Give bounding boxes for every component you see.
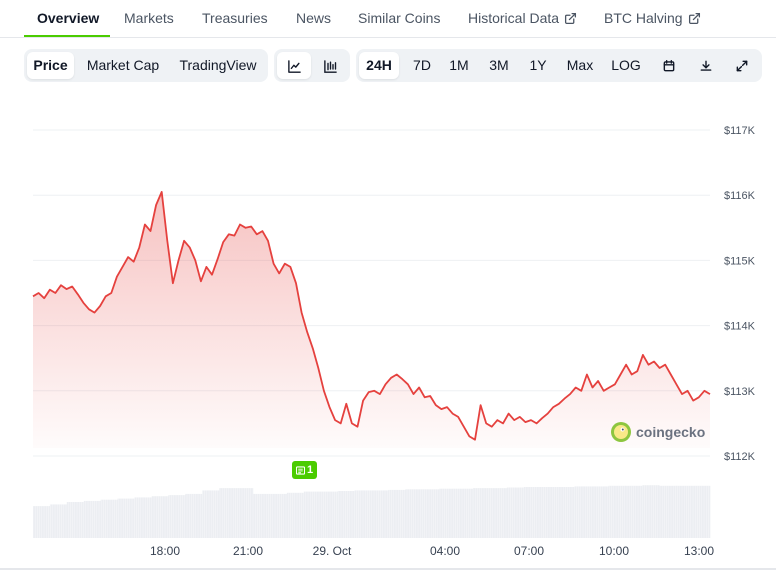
newspaper-icon: [295, 465, 305, 475]
volume-bar: [439, 488, 457, 538]
y-axis-labels: $112K $113K $114K $115K $116K $117K: [724, 125, 756, 463]
volume-bar: [185, 493, 203, 538]
volume-bar: [659, 485, 677, 538]
chart-style-switch: [274, 49, 350, 82]
candlestick-chart-button[interactable]: [313, 52, 347, 79]
top-nav: Overview Markets Treasuries News Similar…: [0, 0, 776, 37]
volume-bar: [625, 485, 643, 538]
external-link-icon: [565, 12, 577, 25]
volume-bar: [286, 492, 305, 538]
download-icon: [700, 60, 712, 72]
tab-overview[interactable]: Overview: [37, 10, 100, 26]
volume-bar: [506, 487, 525, 538]
x-axis-labels: 18:00 21:00 29. Oct 04:00 07:00 10:00 13:00: [150, 544, 714, 558]
price-chart[interactable]: $112K $113K $114K $115K $116K $117K 18:00 21:0…: [0, 100, 776, 568]
range-24h-button[interactable]: 24H: [359, 52, 399, 79]
x-tick-label: 18:00: [150, 544, 180, 558]
volume-bar: [337, 491, 355, 538]
range-7d-button[interactable]: 7D: [413, 57, 431, 73]
active-tab-indicator: [24, 35, 110, 37]
volume-bar: [117, 498, 135, 538]
tab-historical-data[interactable]: Historical Data: [468, 0, 577, 37]
download-button[interactable]: [692, 52, 720, 79]
volume-bar: [151, 496, 169, 538]
volume-bars: [32, 470, 711, 538]
event-count: 1: [306, 464, 314, 476]
volume-bar: [456, 488, 474, 538]
x-tick-label: 10:00: [599, 544, 629, 558]
volume-bar: [219, 488, 237, 538]
x-tick-label: 29. Oct: [313, 544, 352, 558]
log-scale-button[interactable]: LOG: [611, 57, 641, 73]
volume-bar: [202, 490, 220, 538]
tab-treasuries[interactable]: Treasuries: [202, 10, 268, 26]
volume-bar: [168, 495, 186, 538]
tab-btc-halving-label: BTC Halving: [604, 10, 683, 26]
candlestick-chart-icon: [323, 59, 337, 73]
tradingview-button[interactable]: TradingView: [179, 57, 257, 73]
x-tick-label: 04:00: [430, 544, 460, 558]
price-button[interactable]: Price: [27, 52, 74, 79]
expand-icon: [736, 60, 748, 72]
volume-bar: [540, 487, 558, 538]
horizontal-scrollbar[interactable]: [0, 568, 776, 570]
tab-historical-data-label: Historical Data: [468, 10, 560, 26]
news-event-marker[interactable]: 1: [292, 461, 317, 479]
price-area: [33, 191, 710, 448]
tab-markets[interactable]: Markets: [124, 10, 174, 26]
coingecko-watermark: coingecko: [610, 421, 705, 443]
tab-similar-coins[interactable]: Similar Coins: [358, 10, 441, 26]
volume-bar: [642, 485, 660, 538]
x-tick-label: 13:00: [684, 544, 714, 558]
x-tick-label: 21:00: [233, 544, 263, 558]
tab-news[interactable]: News: [296, 10, 332, 26]
volume-bar: [676, 485, 694, 538]
volume-bar: [100, 499, 118, 538]
date-range-button[interactable]: [655, 52, 683, 79]
x-tick-label: 07:00: [514, 544, 544, 558]
volume-bar: [320, 491, 338, 538]
volume-bar: [270, 493, 288, 538]
price-line: [32, 191, 711, 441]
calendar-icon: [663, 60, 675, 72]
tab-btc-halving[interactable]: BTC Halving: [604, 0, 701, 37]
nav-divider: [0, 37, 776, 38]
volume-bar: [66, 502, 84, 538]
fullscreen-button[interactable]: [728, 52, 756, 79]
range-max-button[interactable]: Max: [566, 57, 594, 73]
volume-bar: [490, 488, 508, 538]
volume-bar: [608, 485, 626, 538]
range-3m-button[interactable]: 3M: [489, 57, 509, 73]
y-tick-label: $114K: [724, 321, 756, 333]
range-1y-button[interactable]: 1Y: [529, 57, 547, 73]
volume-bar: [422, 489, 440, 538]
volume-bar: [388, 489, 406, 538]
volume-bar: [371, 490, 389, 538]
gecko-logo-icon: [611, 422, 631, 442]
data-type-switch: Price Market Cap TradingView: [24, 49, 268, 82]
y-tick-label: $117K: [724, 125, 756, 137]
line-chart-icon: [287, 59, 301, 73]
volume-bar: [405, 489, 423, 538]
y-tick-label: $116K: [724, 190, 756, 202]
range-1m-button[interactable]: 1M: [449, 57, 469, 73]
volume-bar: [49, 504, 68, 538]
volume-bar: [236, 488, 254, 538]
volume-bar: [557, 487, 575, 538]
y-tick-label: $113K: [724, 386, 756, 398]
market-cap-button[interactable]: Market Cap: [86, 57, 160, 73]
watermark-text: coingecko: [636, 424, 706, 440]
volume-bar: [591, 486, 609, 538]
y-tick-label: $115K: [724, 255, 756, 267]
y-tick-label: $112K: [724, 451, 756, 463]
line-chart-button[interactable]: [277, 52, 311, 79]
external-link-icon: [688, 12, 700, 25]
time-range-switch: 24H 7D 1M 3M 1Y Max LOG: [356, 49, 762, 82]
